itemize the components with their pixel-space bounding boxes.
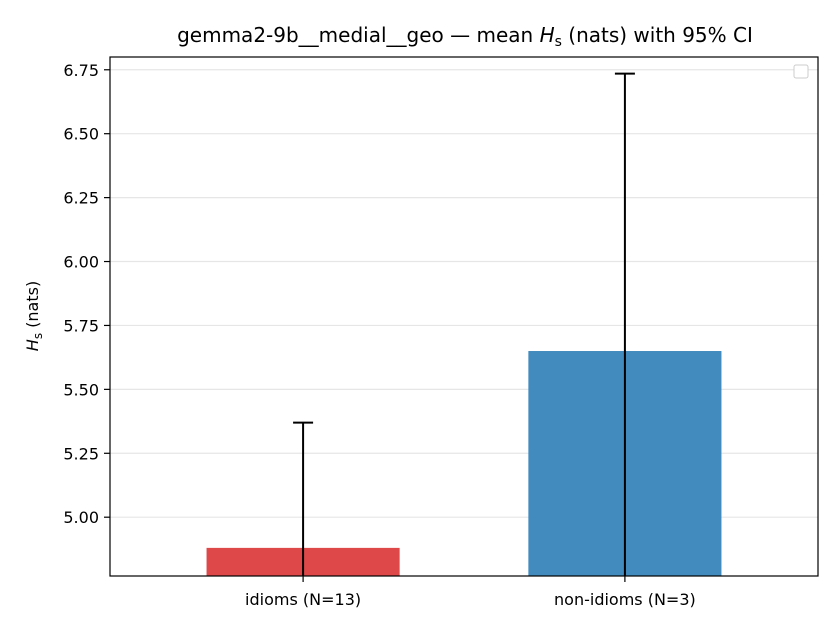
y-tick-label: 5.50 bbox=[63, 380, 99, 399]
y-tick-label: 6.75 bbox=[63, 61, 99, 80]
plot-frame bbox=[109, 56, 819, 577]
bars bbox=[206, 351, 722, 576]
x-axis-ticks: idioms (N=13) non-idioms (N=3) bbox=[245, 576, 696, 609]
chart-title: gemma2-9b__medial__geo — mean Hs (nats) … bbox=[177, 23, 753, 50]
y-tick-label: 5.00 bbox=[63, 508, 99, 527]
y-axis-label: Hs (nats) bbox=[23, 281, 45, 351]
y-tick-label: 6.25 bbox=[63, 189, 99, 208]
y-tick-label: 6.50 bbox=[63, 125, 99, 144]
x-tick-label: idioms (N=13) bbox=[245, 590, 361, 609]
error-bars bbox=[293, 72, 635, 576]
y-tick-label: 5.75 bbox=[63, 316, 99, 335]
gridlines bbox=[110, 69, 818, 518]
legend-box bbox=[793, 64, 809, 79]
y-tick-label: 5.25 bbox=[63, 444, 99, 463]
x-tick-label: non-idioms (N=3) bbox=[554, 590, 696, 609]
y-axis-ticks: 5.00 5.25 5.50 5.75 6.00 6.25 6.50 6.75 bbox=[63, 61, 110, 527]
y-tick-label: 6.00 bbox=[63, 253, 99, 272]
